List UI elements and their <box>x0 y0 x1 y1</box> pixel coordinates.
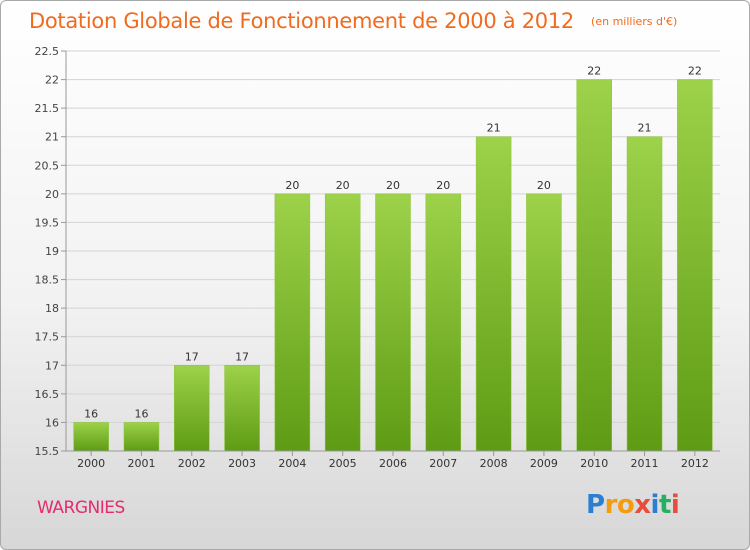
y-tick-label: 16.5 <box>35 388 60 401</box>
logo-letter: t <box>658 490 671 520</box>
bar-value-label: 22 <box>587 65 601 78</box>
y-tick-label: 19.5 <box>35 216 60 229</box>
bar <box>677 79 713 452</box>
bar <box>324 193 361 452</box>
x-tick-label: 2000 <box>77 457 105 470</box>
y-tick-label: 18 <box>45 302 59 315</box>
bar-value-label: 17 <box>185 350 199 363</box>
y-tick-label: 18.5 <box>35 274 60 287</box>
title-text: Dotation Globale de Fonctionnement de 20… <box>29 9 574 33</box>
proxiti-logo: Proxiti <box>586 490 680 520</box>
bar <box>576 79 612 452</box>
x-tick-label: 2002 <box>178 457 206 470</box>
bar <box>174 365 210 452</box>
bar <box>274 193 311 452</box>
y-tick-label: 20.5 <box>35 159 60 172</box>
y-tick-label: 20 <box>45 188 59 201</box>
logo-letter: P <box>586 490 605 520</box>
bar-value-label: 20 <box>537 179 551 192</box>
bar-series: 16 16 17 17 20 20 20 20 21 20 22 21 22 <box>73 65 713 452</box>
logo-letter: o <box>616 490 635 520</box>
y-tick-label: 15.5 <box>35 445 60 458</box>
axes: 15.5 16 16.5 17 17.5 18 18.5 19 19.5 20 20.5 21 21.5… <box>35 45 720 470</box>
commune-name: WARGNIES <box>37 498 125 518</box>
x-tick-label: 2005 <box>329 457 357 470</box>
x-tick-label: 2006 <box>379 457 407 470</box>
y-tick-label: 16 <box>45 416 59 429</box>
bar-value-label: 21 <box>638 122 652 135</box>
bar-value-label: 16 <box>134 407 148 420</box>
unit-subtitle: (en milliers d'€) <box>591 15 678 28</box>
y-tick-label: 17.5 <box>35 331 60 344</box>
bar-value-label: 20 <box>336 179 350 192</box>
bar-value-label: 16 <box>84 407 98 420</box>
logo-letter: i <box>650 490 660 520</box>
x-tick-label: 2011 <box>631 457 659 470</box>
y-tick-label: 22.5 <box>35 45 60 58</box>
chart-title: Dotation Globale de Fonctionnement de 20… <box>29 9 677 33</box>
logo-letter: x <box>634 490 651 520</box>
x-tick-label: 2010 <box>580 457 608 470</box>
bar-value-label: 22 <box>688 65 702 78</box>
bar-value-label: 21 <box>487 122 501 135</box>
bar-value-label: 20 <box>285 179 299 192</box>
bar <box>375 193 411 452</box>
y-tick-label: 21.5 <box>35 102 60 115</box>
logo-letter: i <box>670 490 680 520</box>
bar-value-label: 20 <box>436 179 450 192</box>
bar <box>475 136 512 452</box>
y-tick-label: 22 <box>45 74 59 87</box>
bar <box>224 365 260 452</box>
x-tick-label: 2012 <box>681 457 709 470</box>
y-tick-label: 17 <box>45 359 59 372</box>
y-tick-label: 19 <box>45 245 59 258</box>
x-tick-label: 2001 <box>127 457 155 470</box>
bar <box>425 193 462 452</box>
bar <box>526 193 562 452</box>
x-tick-label: 2004 <box>278 457 306 470</box>
x-tick-label: 2008 <box>480 457 508 470</box>
bar-value-label: 17 <box>235 350 249 363</box>
y-tick-label: 21 <box>45 131 59 144</box>
x-tick-label: 2003 <box>228 457 256 470</box>
bar <box>73 422 109 452</box>
bar-value-label: 20 <box>386 179 400 192</box>
logo-letter: r <box>604 490 618 520</box>
bar <box>123 422 160 452</box>
bar <box>626 136 663 452</box>
x-tick-label: 2009 <box>530 457 558 470</box>
x-tick-label: 2007 <box>429 457 457 470</box>
